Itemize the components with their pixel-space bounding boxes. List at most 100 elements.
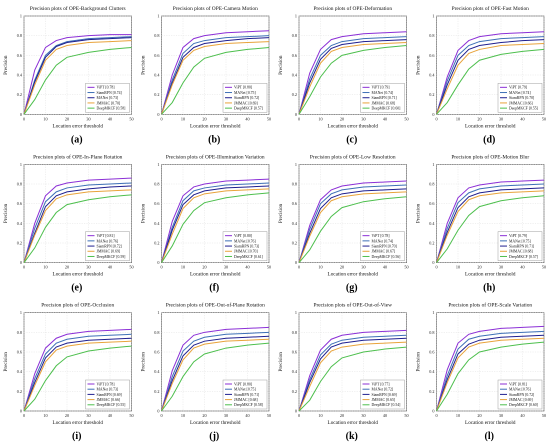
- legend-entry: DeepMKCF [0.59]: [97, 255, 126, 259]
- series-line: [436, 183, 545, 263]
- y-tick-label: 0.8: [17, 33, 22, 38]
- x-tick-label: 0: [23, 116, 25, 121]
- series-line: [23, 36, 132, 115]
- legend-entry: SiamRPN [0.69]: [372, 393, 397, 397]
- y-axis-label: Precision: [3, 352, 9, 372]
- x-tick-label: 20: [65, 116, 69, 121]
- legend-entry: JMMAC [0.67]: [372, 250, 396, 254]
- y-tick-label: 0.4: [292, 73, 298, 78]
- y-tick-label: 0.8: [429, 330, 434, 335]
- x-tick-label: 30: [361, 116, 365, 121]
- chart-panel-3: Precision plots of OPE-Deformation 0 0.2 0.…: [278, 5, 409, 145]
- y-tick-label: 0.8: [154, 33, 159, 38]
- y-tick-label: 0.2: [429, 241, 434, 246]
- series-line: [23, 328, 132, 412]
- x-tick-label: 0: [298, 116, 300, 121]
- x-tick-label: 50: [404, 413, 408, 418]
- x-tick-label: 40: [108, 265, 112, 270]
- legend-entry: ViPT [0.81]: [509, 382, 527, 386]
- y-tick-label: 0.8: [292, 182, 297, 187]
- y-tick-label: 1: [20, 310, 22, 315]
- series-line: [298, 45, 407, 115]
- y-tick-label: 0.4: [292, 369, 298, 374]
- y-tick-label: 0.6: [154, 201, 159, 206]
- x-tick-label: 0: [298, 265, 300, 270]
- x-axis-label: Location error threshold: [465, 123, 516, 129]
- x-tick-label: 40: [245, 116, 249, 121]
- legend-entry: MANet [0.74]: [509, 91, 531, 95]
- y-tick-label: 0.2: [17, 241, 22, 246]
- x-tick-label: 40: [520, 116, 524, 121]
- legend-entry: DeepMKCF [0.60]: [509, 403, 538, 407]
- x-axis-label: Location error threshold: [465, 272, 516, 278]
- x-tick-label: 10: [43, 413, 47, 418]
- legend-entry: JMMAC [0.68]: [509, 250, 533, 254]
- y-tick-label: 0: [432, 260, 434, 265]
- series-line: [436, 190, 545, 263]
- y-tick-label: 1: [295, 162, 297, 167]
- series-line: [23, 194, 132, 263]
- legend-entry: DeepMKCF [0.57]: [509, 255, 538, 259]
- legend-entry: DeepMKCF [0.57]: [234, 107, 263, 111]
- x-tick-label: 40: [383, 413, 387, 418]
- y-tick-label: 0: [295, 260, 297, 265]
- legend-entry: MANet [0.75]: [234, 388, 256, 392]
- series-line: [436, 36, 545, 115]
- x-tick-label: 50: [267, 116, 271, 121]
- x-tick-label: 40: [383, 265, 387, 270]
- y-tick-label: 0.4: [154, 221, 160, 226]
- legend-entry: MANet [0.76]: [234, 239, 256, 243]
- y-tick-label: 1: [157, 162, 159, 167]
- y-tick-label: 0.2: [429, 92, 434, 97]
- panel-letter: (k): [346, 431, 358, 442]
- y-tick-label: 0.6: [429, 53, 434, 58]
- series-line: [436, 187, 545, 263]
- y-axis-label: Precision: [278, 352, 284, 372]
- series-line: [161, 192, 270, 263]
- legend-entry: SiamRPN [0.71]: [509, 244, 534, 248]
- x-tick-label: 30: [361, 413, 365, 418]
- x-tick-label: 20: [340, 116, 344, 121]
- legend-entry: ViPT [0.80]: [234, 382, 252, 386]
- legend-entry: DeepMKCF [0.60]: [372, 107, 401, 111]
- x-tick-label: 50: [129, 265, 133, 270]
- series-line: [161, 41, 270, 115]
- series-line: [161, 338, 270, 412]
- series-line: [23, 34, 132, 115]
- x-tick-label: 30: [499, 413, 503, 418]
- x-axis-label: Location error threshold: [190, 420, 241, 426]
- y-tick-label: 0.6: [17, 53, 22, 58]
- legend-entry: JMMAC [0.66]: [509, 101, 533, 105]
- series-line: [23, 345, 132, 412]
- y-tick-label: 0.8: [154, 330, 159, 335]
- x-tick-label: 10: [43, 116, 47, 121]
- series-line: [436, 325, 545, 412]
- x-tick-label: 10: [318, 116, 322, 121]
- chart-title: Precision plots of OPE-Illumination Vari…: [166, 153, 265, 160]
- series-line: [298, 42, 407, 115]
- x-tick-label: 50: [129, 116, 133, 121]
- panel-letter: (e): [71, 283, 82, 294]
- series-line: [436, 337, 545, 412]
- series-line: [161, 46, 270, 115]
- chart-panel-10: Precision plots of OPE-Out-of-Plane Rota…: [141, 302, 272, 442]
- y-axis-label: Precision: [278, 203, 284, 223]
- y-tick-label: 0.4: [17, 369, 23, 374]
- series-line: [23, 337, 132, 412]
- legend-entry: JMMAC [0.65]: [372, 398, 396, 402]
- x-tick-label: 10: [456, 116, 460, 121]
- series-line: [23, 189, 132, 263]
- x-tick-label: 30: [86, 116, 90, 121]
- series-line: [436, 195, 545, 263]
- y-tick-label: 1: [157, 310, 159, 315]
- x-tick-label: 50: [404, 116, 408, 121]
- x-tick-label: 50: [267, 413, 271, 418]
- y-tick-label: 0.2: [17, 389, 22, 394]
- y-tick-label: 0.8: [17, 182, 22, 187]
- series-line: [161, 30, 270, 115]
- x-tick-label: 20: [340, 413, 344, 418]
- x-tick-label: 50: [404, 265, 408, 270]
- x-tick-label: 0: [23, 413, 25, 418]
- y-tick-label: 0.6: [154, 350, 159, 355]
- chart-panel-9: Precision plots of OPE-Occlusion 0 0.2 0.4 0…: [3, 302, 134, 442]
